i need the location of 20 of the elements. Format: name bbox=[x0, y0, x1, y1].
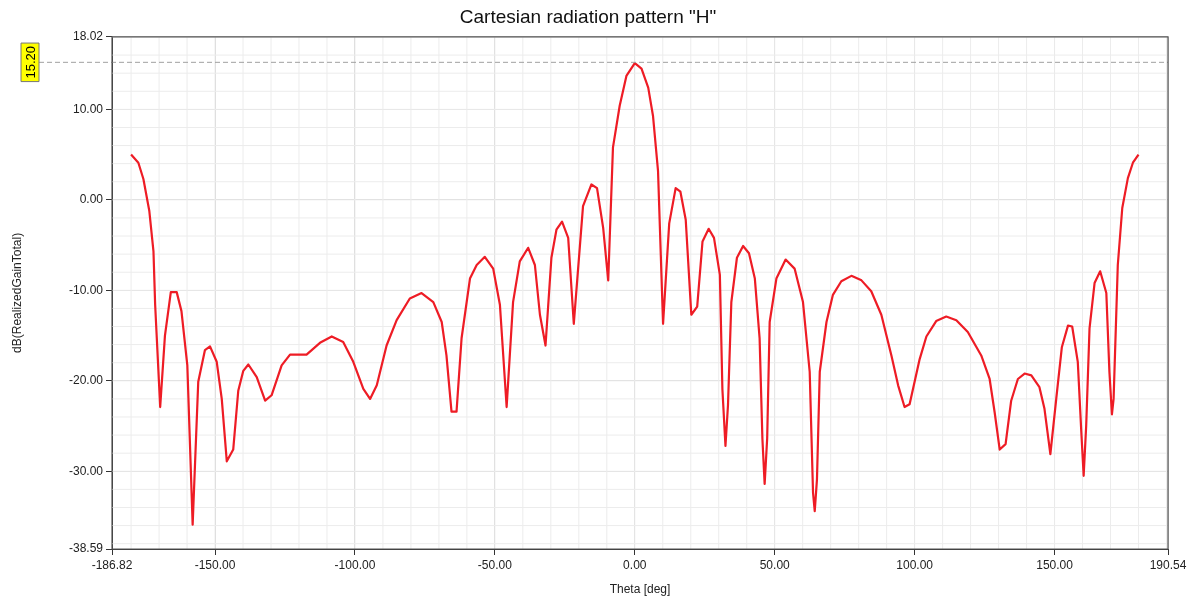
x-tick-label: -186.82 bbox=[91, 557, 133, 572]
x-tick-label: -100.00 bbox=[334, 557, 376, 572]
y-tick-label: -38.59 bbox=[68, 541, 104, 556]
x-axis-title: Theta [deg] bbox=[609, 582, 671, 597]
x-tick-label: -50.00 bbox=[477, 557, 513, 572]
x-tick-label: 190.54 bbox=[1149, 557, 1187, 572]
y-tick-label: 10.00 bbox=[72, 101, 104, 116]
y-tick-label: -30.00 bbox=[68, 463, 104, 478]
x-tick-label: 150.00 bbox=[1036, 557, 1074, 572]
x-tick-label: 100.00 bbox=[896, 557, 934, 572]
x-tick-label: 50.00 bbox=[759, 557, 791, 572]
y-axis-title: dB(RealizedGainTotal) bbox=[9, 232, 24, 353]
ref-line-label: 15.20 bbox=[22, 46, 38, 79]
y-tick-label: 18.02 bbox=[72, 29, 104, 44]
y-tick-label: -20.00 bbox=[68, 373, 104, 388]
x-tick-label: 0.00 bbox=[623, 557, 647, 572]
x-tick-label: -150.00 bbox=[194, 557, 236, 572]
y-tick-label: -10.00 bbox=[68, 282, 104, 297]
chart-title: Cartesian radiation pattern "H" bbox=[459, 5, 717, 27]
y-tick-label: 0.00 bbox=[79, 192, 104, 207]
